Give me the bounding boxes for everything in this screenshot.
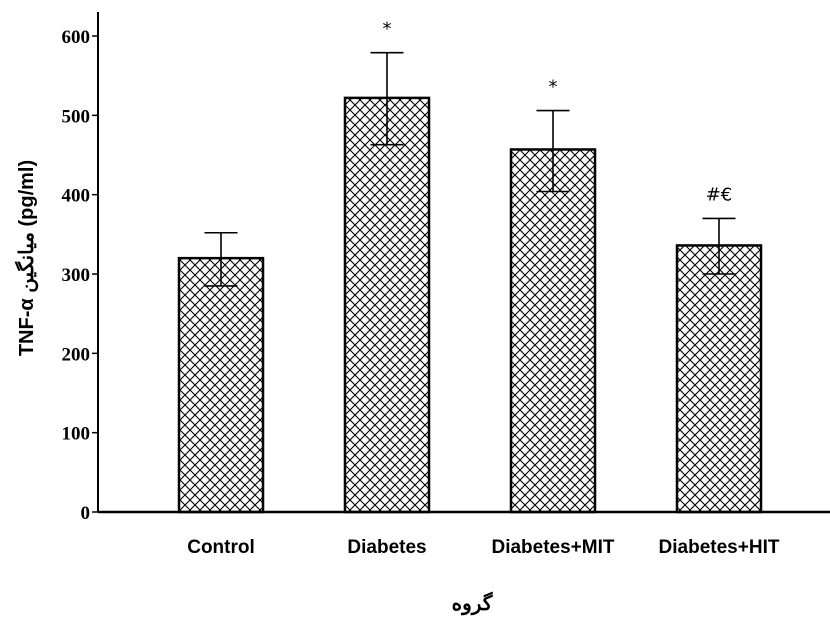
- bar-0: [177, 256, 265, 514]
- y-tick-label-5: 500: [62, 106, 91, 127]
- bar-1: [343, 96, 431, 514]
- y-tick-label-0: 0: [81, 503, 91, 524]
- y-tick-label-6: 600: [62, 27, 91, 48]
- bar-3: [675, 244, 763, 514]
- y-tick-label-1: 100: [62, 424, 91, 445]
- x-tick-label-3: Diabetes+HIT: [659, 537, 780, 558]
- significance-mark-2: *: [549, 77, 558, 98]
- y-ticks-layer: 0 100 200 300 400 500 600: [62, 27, 98, 524]
- x-axis-title: گروه: [452, 591, 493, 616]
- y-tick-label-4: 400: [62, 186, 91, 207]
- bars-layer: [177, 96, 763, 514]
- y-tick-label-2: 200: [62, 344, 91, 365]
- annotations-layer: * * #€: [383, 19, 733, 206]
- significance-mark-1: *: [383, 19, 392, 40]
- x-labels-layer: Control Diabetes Diabetes+MIT Diabetes+HIT: [187, 537, 780, 558]
- bar-2: [509, 148, 597, 514]
- y-tick-label-3: 300: [62, 265, 91, 286]
- x-tick-label-1: Diabetes: [347, 537, 426, 558]
- y-axis-title: TNF-α میانگین (pg/ml): [14, 160, 39, 356]
- significance-mark-3: #€: [706, 184, 733, 205]
- x-tick-label-2: Diabetes+MIT: [491, 537, 614, 558]
- error-bars-layer: [204, 51, 736, 287]
- x-tick-label-0: Control: [187, 537, 255, 558]
